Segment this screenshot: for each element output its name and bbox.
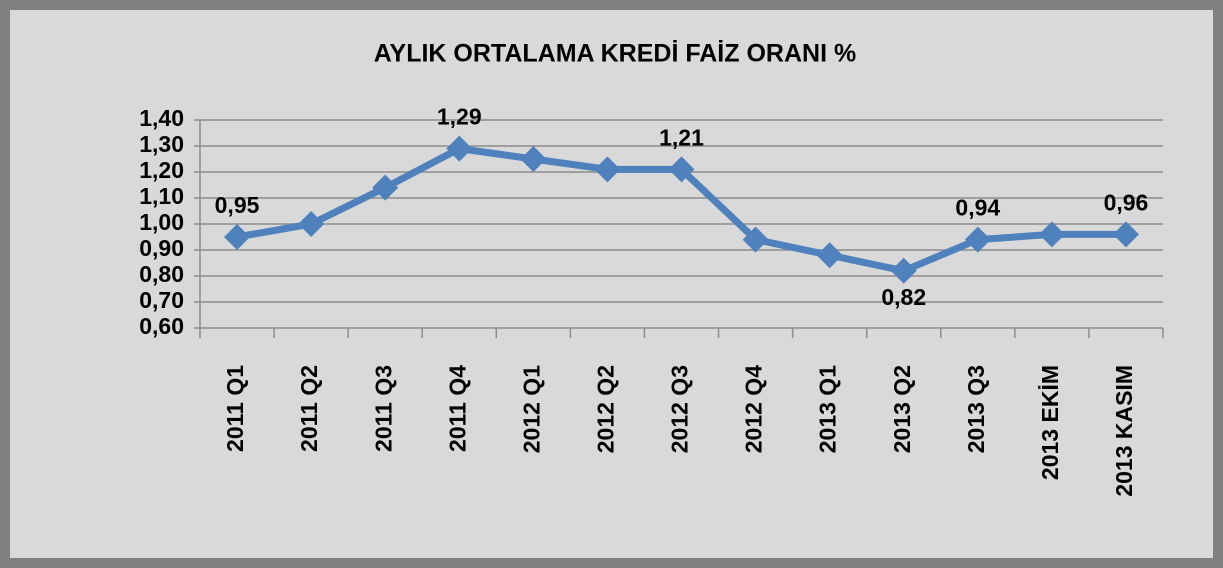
marker bbox=[964, 226, 991, 253]
x-tick-label: 2011 Q2 bbox=[296, 365, 322, 452]
data-label: 0,94 bbox=[955, 195, 1000, 221]
data-label: 0,95 bbox=[215, 192, 260, 218]
x-tick-label: 2013 KASIM bbox=[1111, 365, 1137, 497]
chart-background bbox=[10, 10, 1213, 558]
x-tick-label: 2013 Q2 bbox=[889, 365, 915, 453]
marker bbox=[742, 226, 769, 253]
marker bbox=[224, 224, 251, 250]
marker bbox=[520, 146, 547, 172]
x-tick-label: 2011 Q4 bbox=[444, 365, 470, 452]
x-tick-label: 2012 Q1 bbox=[518, 365, 544, 453]
y-tick-label: 1,00 bbox=[139, 209, 184, 235]
data-label: 0,82 bbox=[881, 284, 926, 310]
data-label: 1,21 bbox=[659, 124, 704, 150]
y-tick-label: 0,90 bbox=[139, 235, 184, 261]
y-tick-label: 1,30 bbox=[139, 131, 184, 157]
y-tick-label: 0,70 bbox=[139, 287, 184, 313]
y-tick-label: 1,40 bbox=[139, 105, 184, 131]
x-tick-label: 2012 Q2 bbox=[593, 365, 619, 453]
y-tick-label: 1,10 bbox=[139, 183, 184, 209]
y-tick-label: 1,20 bbox=[139, 157, 184, 183]
x-tick-label: 2011 Q1 bbox=[222, 365, 248, 452]
x-tick-label: 2013 EKİM bbox=[1037, 365, 1063, 480]
marker bbox=[594, 156, 621, 183]
x-tick-label: 2013 Q1 bbox=[815, 365, 841, 453]
marker bbox=[372, 174, 399, 201]
marker bbox=[298, 211, 325, 237]
x-tick-label: 2013 Q3 bbox=[963, 365, 989, 453]
marker bbox=[668, 156, 695, 183]
marker bbox=[1112, 221, 1139, 248]
marker bbox=[1038, 221, 1065, 248]
x-tick-label: 2011 Q3 bbox=[370, 365, 396, 452]
data-label: 0,96 bbox=[1104, 189, 1149, 215]
marker bbox=[816, 242, 843, 269]
marker bbox=[890, 257, 917, 284]
x-tick-label: 2012 Q4 bbox=[741, 365, 767, 453]
data-label: 1,29 bbox=[437, 104, 482, 130]
y-tick-label: 0,80 bbox=[139, 261, 184, 287]
y-tick-label: 0,60 bbox=[139, 313, 184, 339]
x-tick-label: 2012 Q3 bbox=[667, 365, 693, 453]
chart-title: AYLIK ORTALAMA KREDİ FAİZ ORANI % bbox=[374, 40, 856, 68]
marker bbox=[446, 135, 473, 162]
